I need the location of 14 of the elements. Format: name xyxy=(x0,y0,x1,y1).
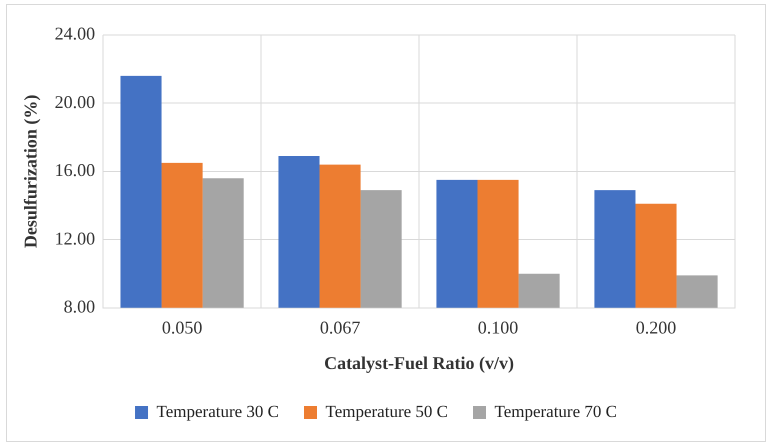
legend-label: Temperature 50 C xyxy=(326,402,448,421)
y-tick-label: 20.00 xyxy=(54,92,96,112)
y-axis-title: Desulfurization (%) xyxy=(20,94,40,248)
x-tick-label: 0.200 xyxy=(636,317,676,338)
y-tick-label: 16.00 xyxy=(54,160,96,180)
x-tick-label: 0.050 xyxy=(162,317,202,338)
legend-label: Temperature 70 C xyxy=(494,402,617,421)
legend-label: Temperature 30 C xyxy=(156,402,280,421)
y-tick-label: 8.00 xyxy=(64,296,96,317)
x-tick-label: 0.100 xyxy=(478,317,518,338)
y-tick-label: 24.00 xyxy=(54,24,96,44)
x-axis-title: Catalyst-Fuel Ratio (v/v) xyxy=(324,352,514,373)
y-tick-label: 12.00 xyxy=(54,228,96,248)
x-tick-label: 0.067 xyxy=(320,317,360,338)
